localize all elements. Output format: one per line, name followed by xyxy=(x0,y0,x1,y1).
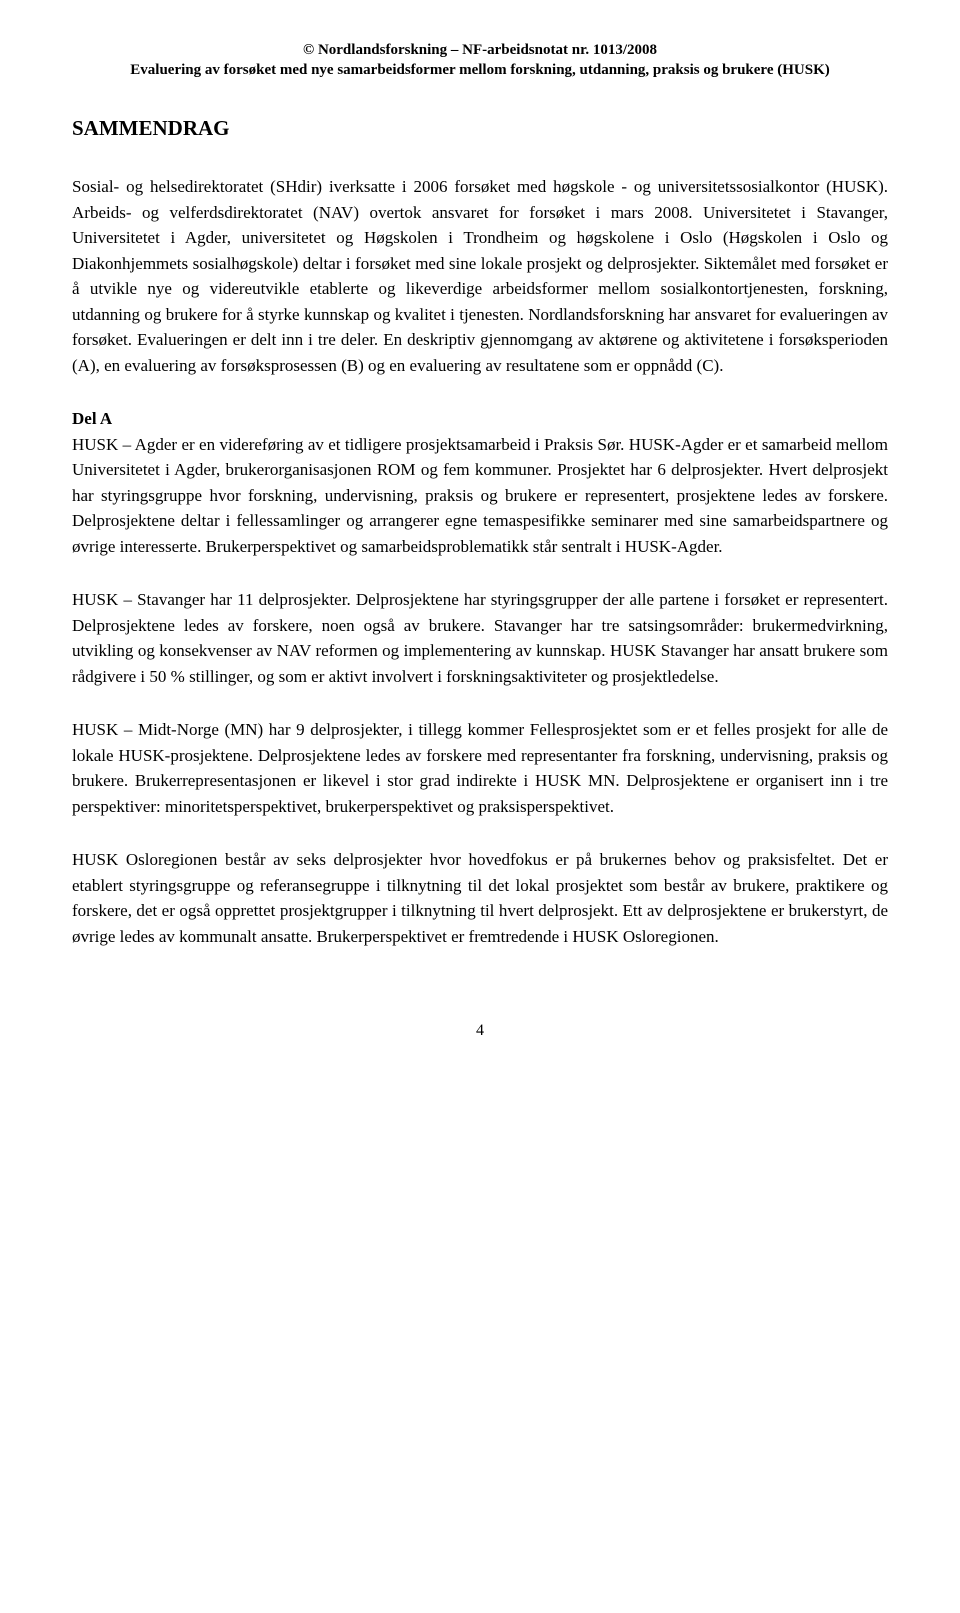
header-line-2: Evaluering av forsøket med nye samarbeid… xyxy=(72,60,888,80)
paragraph-midtnorge: HUSK – Midt-Norge (MN) har 9 delprosjekt… xyxy=(72,717,888,819)
subheading-del-a: Del A xyxy=(72,406,888,432)
paragraph-intro: Sosial- og helsedirektoratet (SHdir) ive… xyxy=(72,174,888,378)
paragraph-stavanger: HUSK – Stavanger har 11 delprosjekter. D… xyxy=(72,587,888,689)
header-line-1: © Nordlandsforskning – NF-arbeidsnotat n… xyxy=(72,40,888,60)
paragraph-oslo: HUSK Osloregionen består av seks delpros… xyxy=(72,847,888,949)
section-del-a: Del A HUSK – Agder er en videreføring av… xyxy=(72,406,888,559)
paragraph-del-a: HUSK – Agder er en videreføring av et ti… xyxy=(72,432,888,560)
section-title: SAMMENDRAG xyxy=(72,113,888,145)
document-header: © Nordlandsforskning – NF-arbeidsnotat n… xyxy=(72,40,888,81)
page-number: 4 xyxy=(72,1019,888,1043)
